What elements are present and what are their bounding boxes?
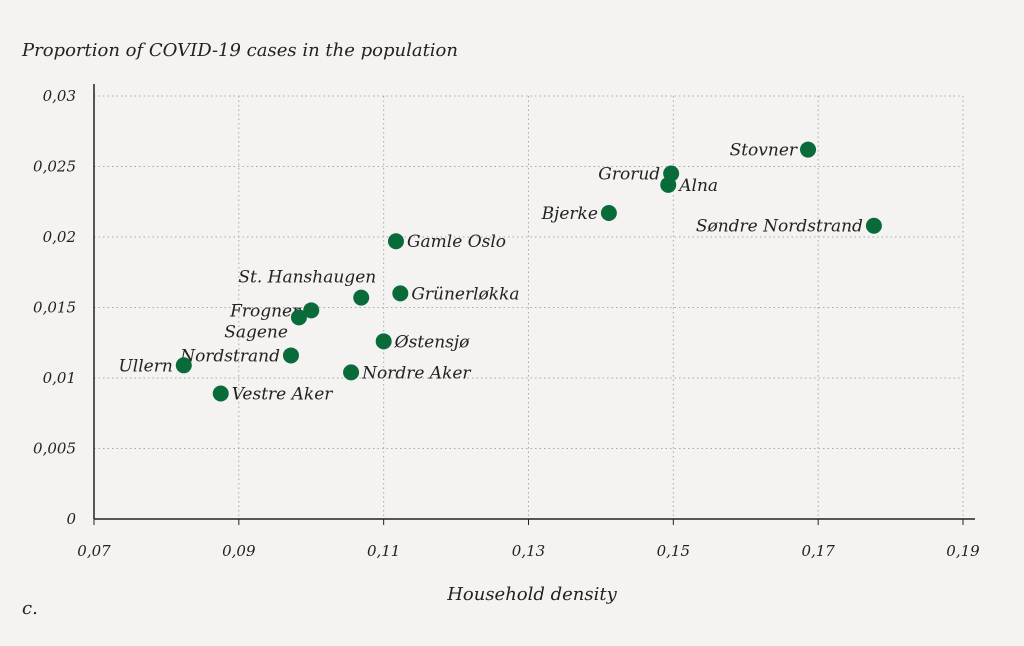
data-point [343,364,360,381]
data-point [290,309,307,326]
point-label: Nordstrand [179,346,280,366]
data-point [387,233,404,250]
point-label: Søndre Nordstrand [696,217,863,237]
data-point [600,205,617,222]
x-tick-label: 0,15 [657,542,690,560]
y-tick-label: 0 [66,510,76,528]
data-point [375,333,392,350]
point-label: Ullern [118,356,172,376]
x-tick-label: 0,13 [512,542,545,560]
data-point [353,289,370,306]
x-tick-label: 0,17 [801,542,835,560]
data-point [800,141,817,158]
data-point [303,302,320,319]
point-label: Grünerløkka [411,284,519,304]
point-label: Bjerke [541,204,598,224]
data-point [865,217,882,234]
y-tick-label: 0,025 [33,158,76,176]
data-point [175,357,192,374]
point-label: Grorud [598,165,660,185]
x-tick-label: 0,09 [222,542,256,560]
point-label: St. Hanshaugen [238,268,376,288]
data-point [392,285,409,302]
point-label: Østensjø [394,332,470,352]
point-label: Frogner [229,301,301,321]
point-label: Stovner [730,141,798,161]
y-tick-label: 0,02 [43,228,76,246]
point-label: Sagene [224,322,288,342]
point-label: Nordre Aker [361,363,471,383]
y-tick-label: 0,015 [33,299,76,317]
x-tick-label: 0,19 [946,542,980,560]
chart-title: Proportion of COVID-19 cases in the popu… [22,40,458,61]
panel-label: c. [22,598,38,619]
point-label: Alna [677,176,718,196]
data-point [282,347,299,364]
x-axis-label: Household density [447,584,617,605]
data-point [660,176,677,193]
x-tick-label: 0,07 [77,542,111,560]
x-tick-label: 0,11 [367,542,400,560]
y-tick-label: 0,03 [43,87,76,105]
y-tick-label: 0,01 [43,369,76,387]
y-tick-label: 0,005 [33,440,76,458]
data-point [212,385,229,402]
point-label: Gamle Oslo [407,232,506,252]
point-label: Vestre Aker [232,385,334,405]
